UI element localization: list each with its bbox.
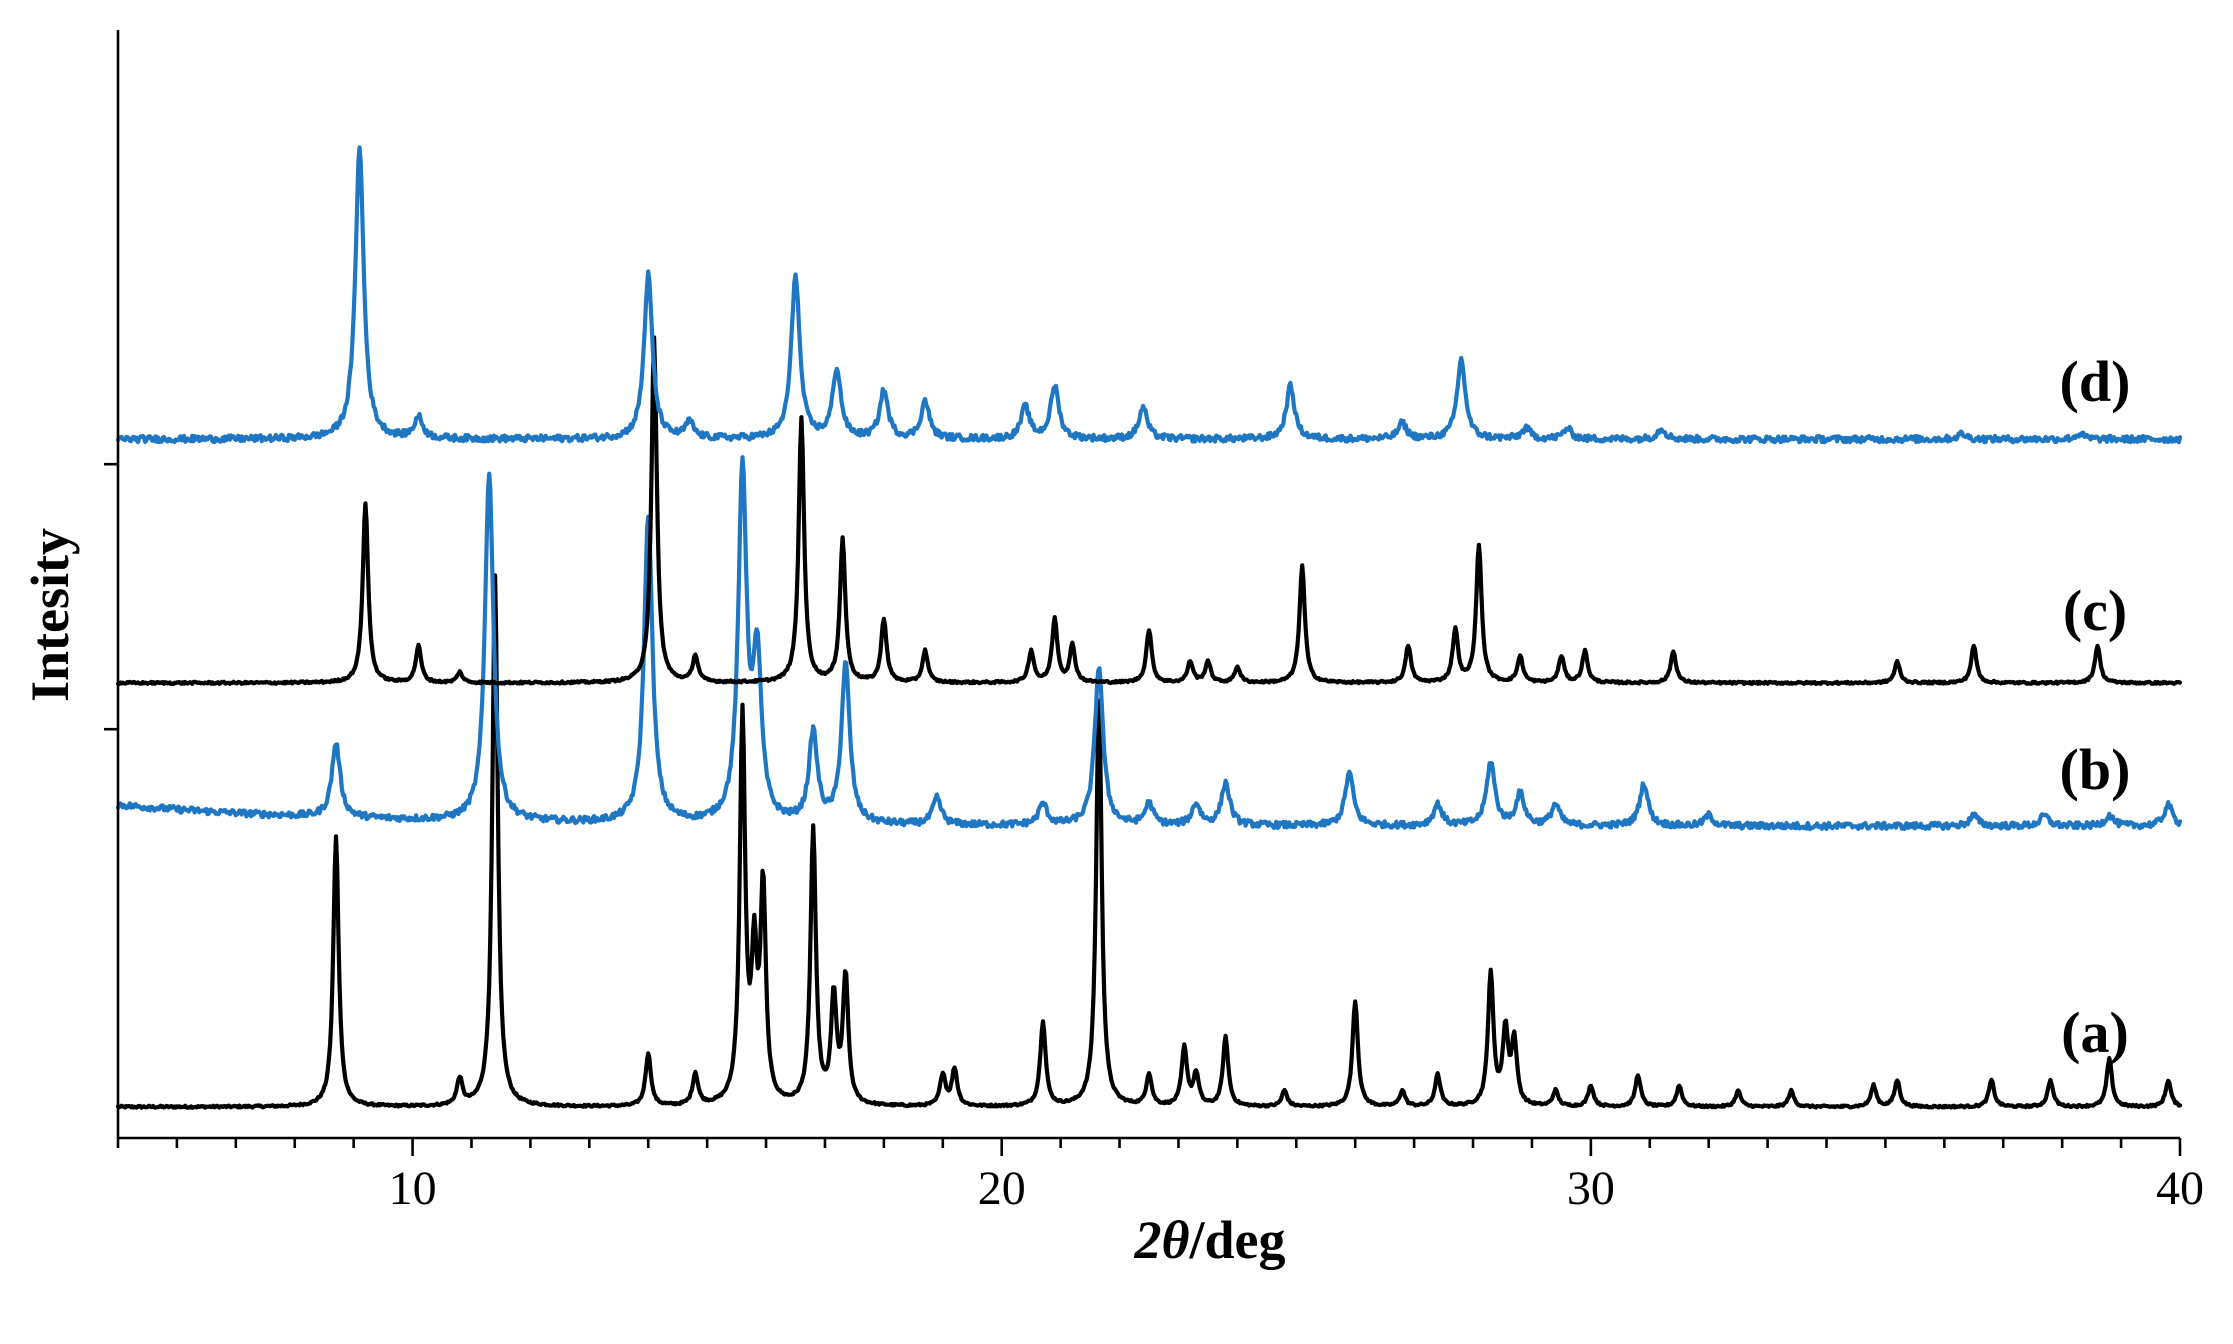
trace-b bbox=[115, 455, 2183, 832]
x-axis-title-theta: θ bbox=[1161, 1210, 1189, 1270]
x-axis-title-prefix: 2 bbox=[1133, 1210, 1161, 1270]
y-axis-title: Intesity bbox=[20, 528, 80, 702]
x-axis-title-suffix: /deg bbox=[1189, 1210, 1286, 1270]
trace-a bbox=[115, 573, 2183, 1110]
series-label: (c) bbox=[2063, 578, 2127, 643]
x-tick-label: 20 bbox=[978, 1162, 1026, 1215]
x-axis-title: 2θ/deg bbox=[1133, 1210, 1285, 1270]
x-tick-label: 40 bbox=[2156, 1162, 2204, 1215]
series-label: (b) bbox=[2060, 737, 2131, 802]
trace-c bbox=[115, 335, 2183, 687]
labels-group: (a) (b) (c) (d) bbox=[2060, 349, 2131, 1065]
series-label: (a) bbox=[2061, 1000, 2129, 1065]
trace-d bbox=[115, 145, 2183, 445]
x-tick-label: 10 bbox=[389, 1162, 437, 1215]
traces-group bbox=[115, 145, 2183, 1110]
ticks-group: 10 20 30 40 bbox=[104, 462, 2204, 1215]
series-label: (d) bbox=[2060, 349, 2131, 414]
x-tick-label: 30 bbox=[1567, 1162, 1615, 1215]
